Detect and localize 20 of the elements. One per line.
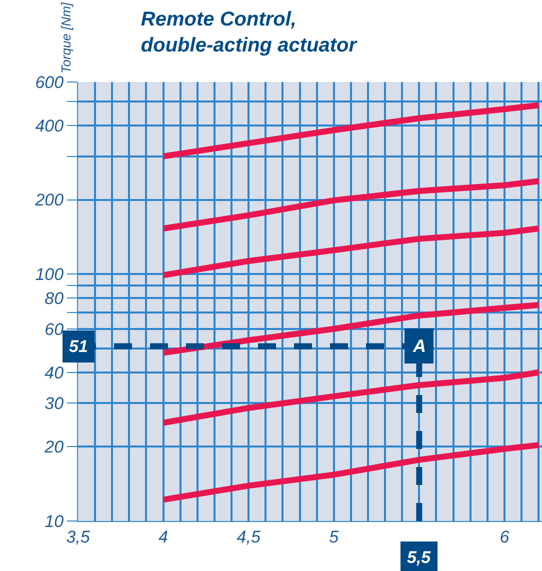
ref-line-label: 51 <box>69 337 88 356</box>
x-tick-label: 6 <box>500 527 510 546</box>
x-tick-label: 4 <box>158 527 168 546</box>
y-tick-label: 10 <box>44 512 64 531</box>
y-axis-title: Torque [Nm] <box>58 2 74 74</box>
x-tick-label: 5 <box>329 527 340 546</box>
y-tick-label: 600 <box>35 72 64 92</box>
chart-title: Remote Control, double-acting actuator <box>140 8 358 57</box>
y-tick-label: 40 <box>44 363 64 382</box>
y-tick-label: 200 <box>34 190 64 210</box>
y-tick-label: 80 <box>44 288 64 308</box>
annotation: A <box>412 336 426 356</box>
ref-line-label: 5,5 <box>407 548 432 567</box>
y-tick-label: 60 <box>44 320 64 339</box>
x-tick-label: 3,5 <box>66 527 90 546</box>
y-tick-label: 100 <box>35 265 64 284</box>
y-tick-label: 20 <box>44 438 64 457</box>
x-tick-label: 4,5 <box>236 527 261 546</box>
y-tick-label: 30 <box>44 394 64 414</box>
y-tick-label: 400 <box>35 116 64 136</box>
